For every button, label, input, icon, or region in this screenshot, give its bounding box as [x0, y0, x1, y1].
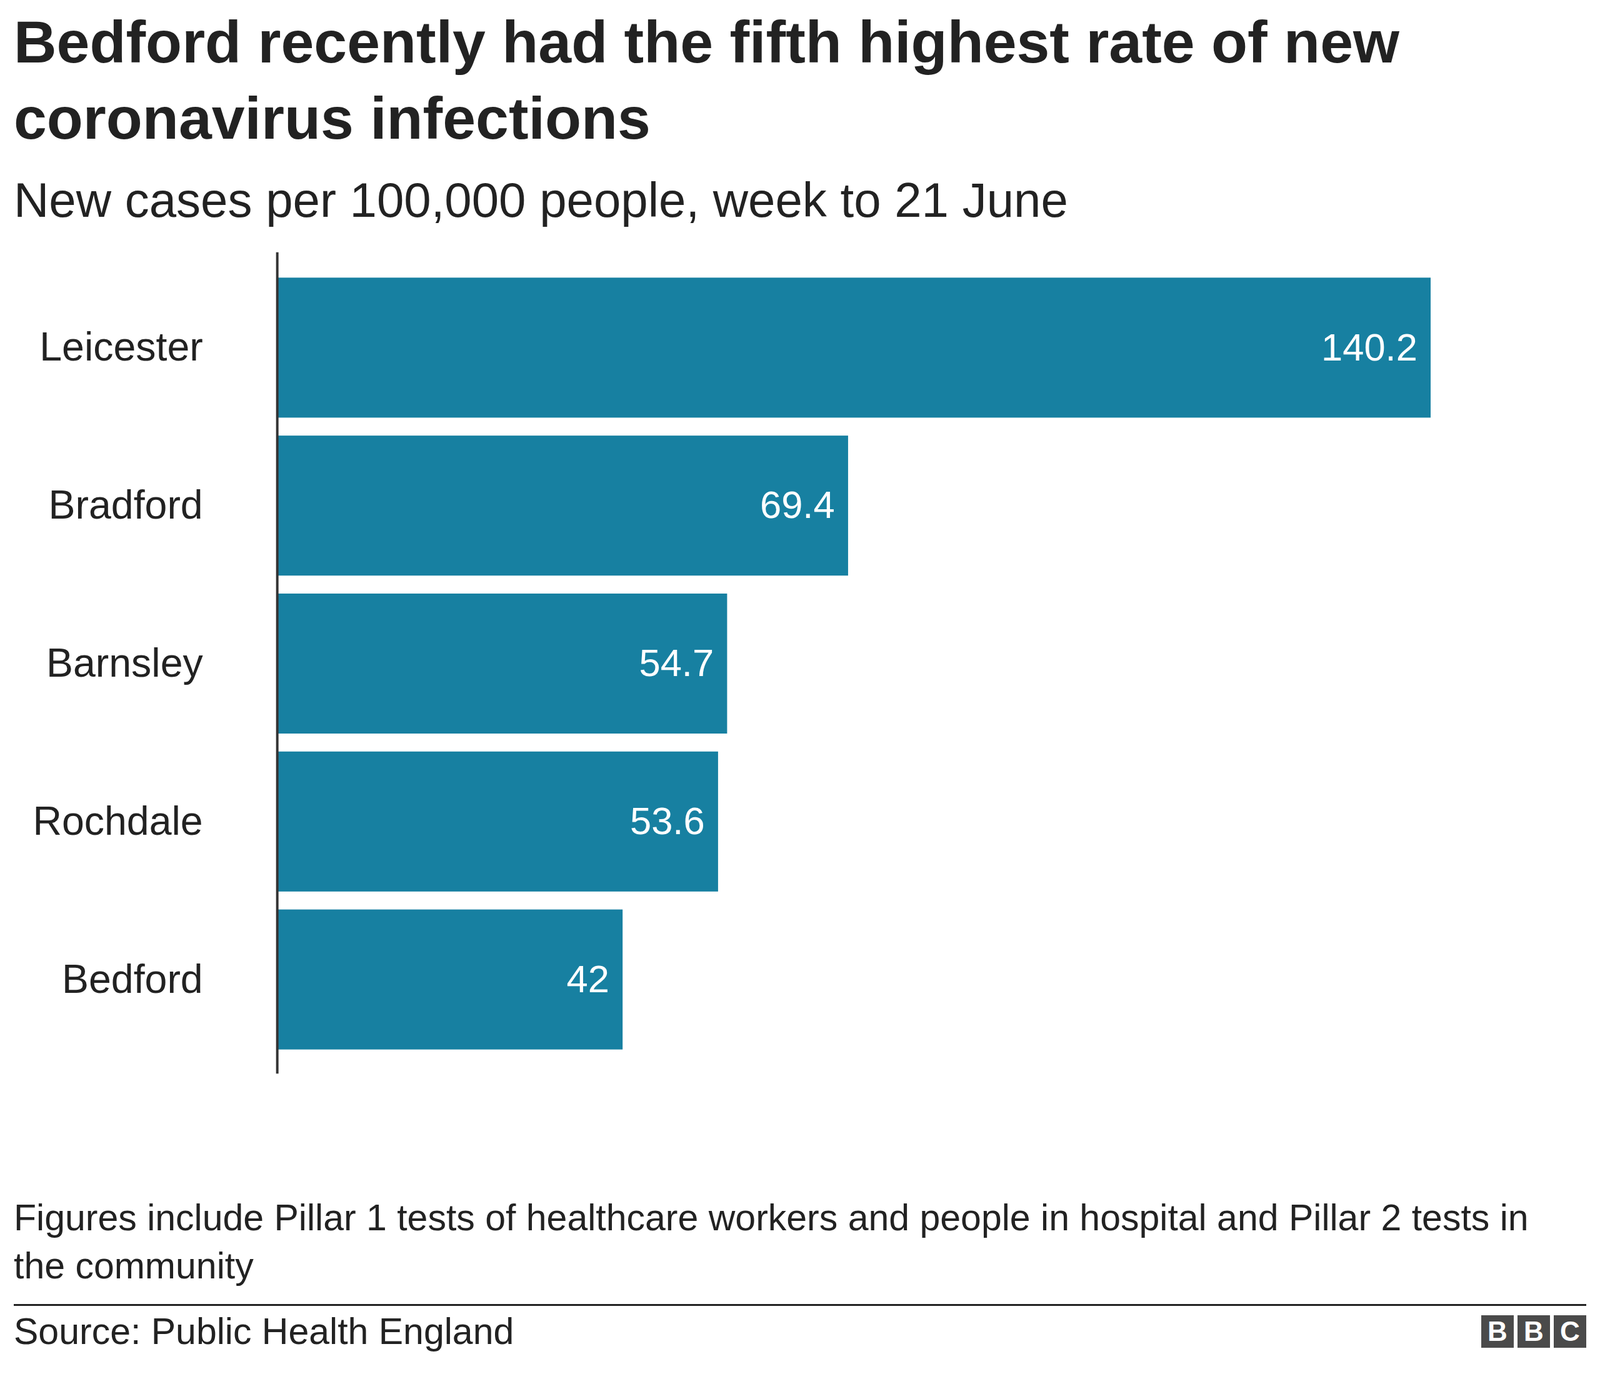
- svg-text:69.4: 69.4: [760, 483, 835, 527]
- html-text:New cases per 100,000 people,: New cases per 100,000 people, week to 21…: [13, 172, 1068, 228]
- html-text:Figures include Pillar 1 tests: Figures include Pillar 1 tests of health…: [13, 1197, 1529, 1287]
- svg-text:53.6: 53.6: [630, 799, 705, 843]
- svg-text:Rochdale: Rochdale: [32, 798, 203, 844]
- html-text:Bedford recently had the fifth: Bedford recently had the fifth highest r…: [13, 8, 1400, 152]
- html-text:B: B: [1487, 1316, 1508, 1347]
- html-text:B: B: [1523, 1316, 1544, 1347]
- html-text:C: C: [1560, 1316, 1580, 1347]
- svg-text:Bedford: Bedford: [61, 956, 204, 1002]
- svg-text:Leicester: Leicester: [39, 324, 203, 370]
- html-text:Source: Public Health England: Source: Public Health England: [13, 1311, 514, 1353]
- svg-text:140.2: 140.2: [1321, 325, 1418, 369]
- svg-text:Barnsley: Barnsley: [46, 640, 204, 686]
- svg-text:54.7: 54.7: [638, 641, 714, 685]
- svg-text:42: 42: [566, 957, 609, 1001]
- svg-text:Bradford: Bradford: [48, 482, 204, 528]
